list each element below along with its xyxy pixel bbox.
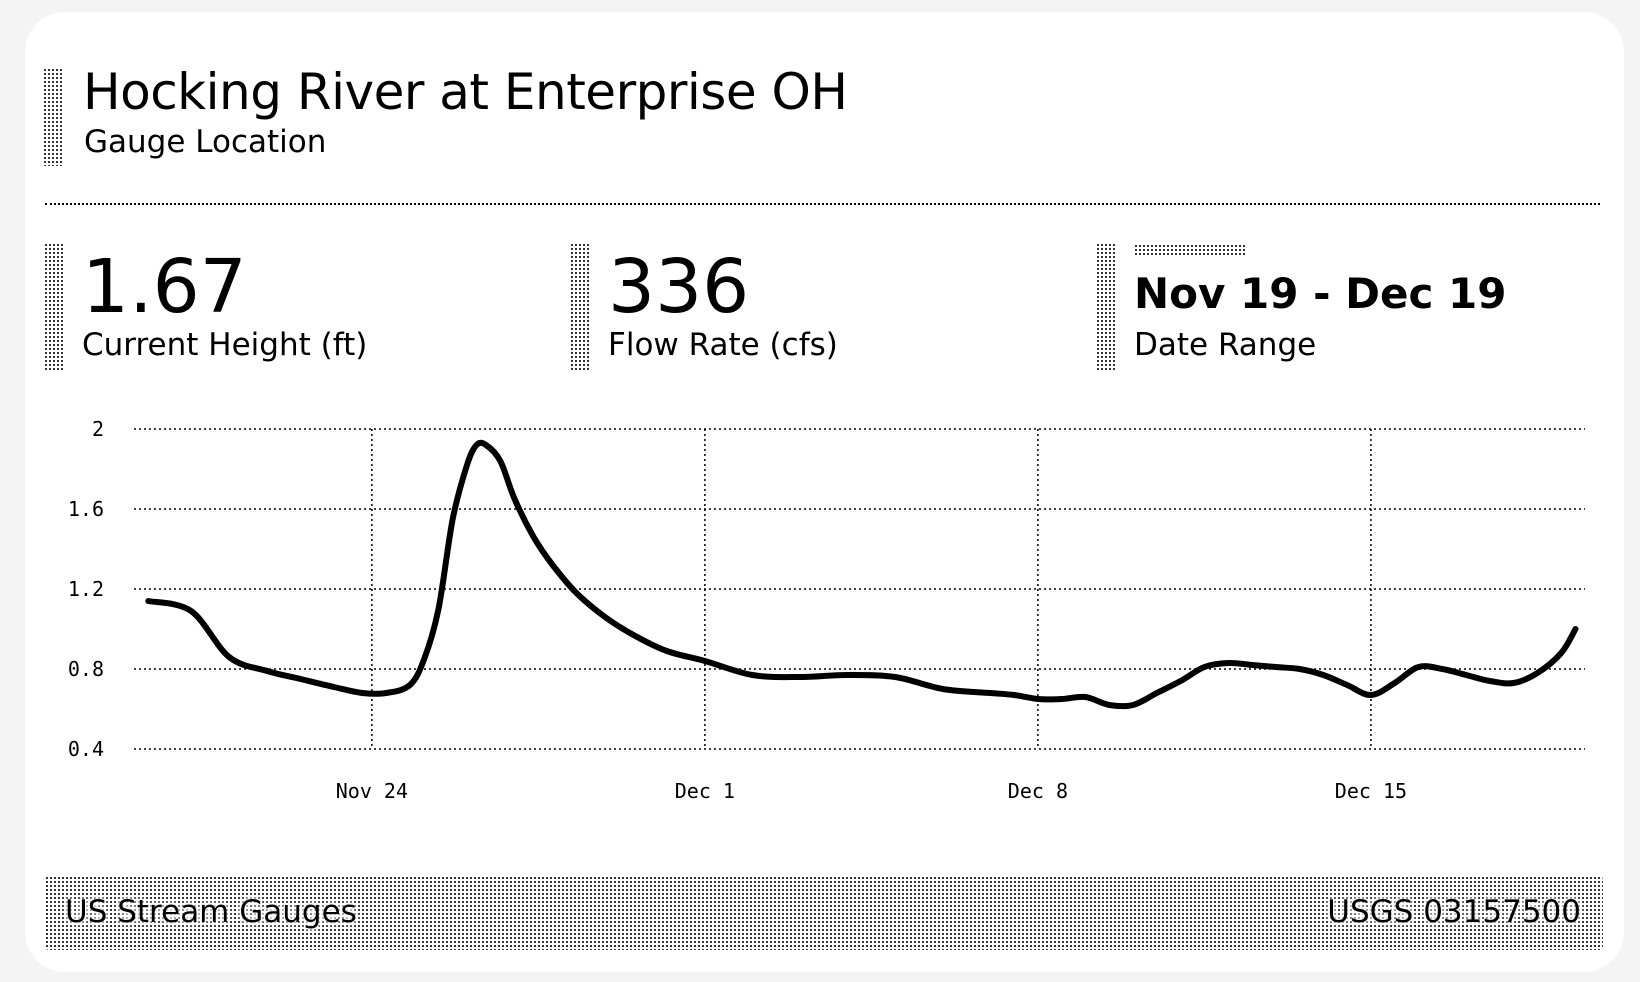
stat-height-label: Current Height (ft)	[82, 327, 368, 363]
stat-flow-rate: 336 Flow Rate (cfs)	[570, 243, 1050, 370]
stat-flow-label: Flow Rate (cfs)	[608, 327, 838, 363]
stat-range-label: Date Range	[1134, 327, 1317, 363]
stat-range-value: Nov 19 - Dec 19	[1134, 269, 1507, 318]
stat-accent-bar	[44, 243, 63, 370]
header-separator	[45, 203, 1600, 205]
footer-bar: US Stream Gauges USGS 03157500	[45, 876, 1603, 950]
header-accent-bar	[43, 68, 62, 166]
stat-height-value: 1.67	[82, 244, 247, 330]
stat-current-height: 1.67 Current Height (ft)	[44, 243, 524, 370]
stat-accent-bar	[1096, 243, 1115, 370]
footer-gauge-id: USGS 03157500	[1327, 894, 1581, 930]
stat-accent-bar	[570, 243, 589, 370]
footer-source: US Stream Gauges	[65, 894, 357, 930]
date-range-marker	[1134, 244, 1246, 256]
page-subtitle: Gauge Location	[84, 124, 327, 160]
page-title: Hocking River at Enterprise OH	[83, 63, 848, 121]
stat-flow-value: 336	[608, 244, 750, 330]
stat-date-range: Nov 19 - Dec 19 Date Range	[1096, 243, 1576, 370]
